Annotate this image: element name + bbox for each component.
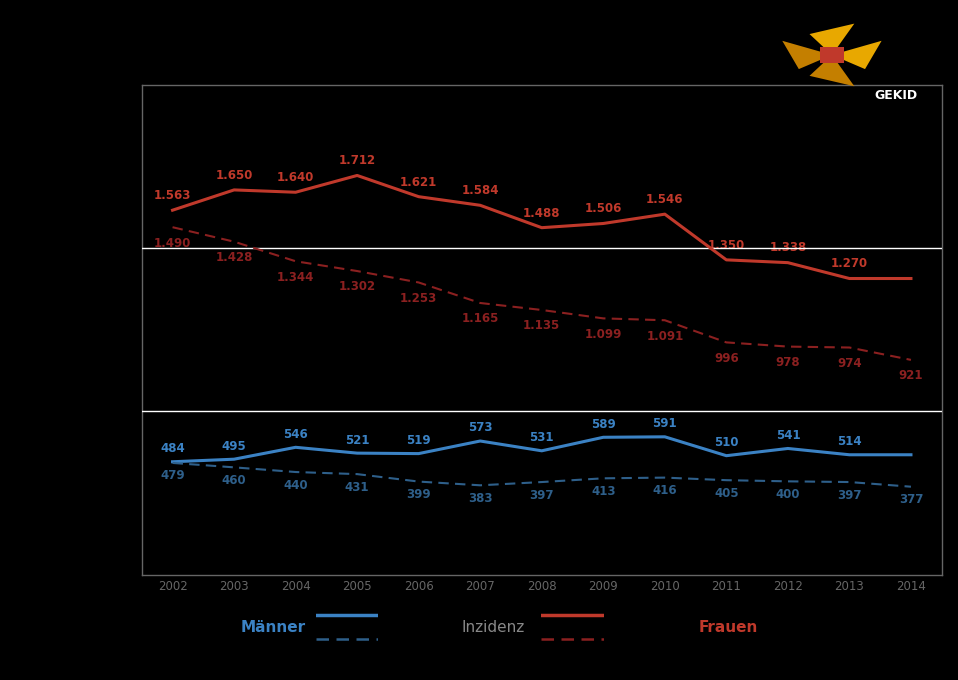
Text: 460: 460 [221,474,246,487]
Text: 440: 440 [284,479,308,492]
Polygon shape [832,41,881,69]
Text: 1.650: 1.650 [216,169,253,182]
Text: Inzidenz: Inzidenz [462,620,525,635]
Text: 974: 974 [837,357,862,370]
Text: 1.338: 1.338 [769,241,807,254]
Polygon shape [810,55,855,86]
Text: 1.640: 1.640 [277,171,314,184]
Text: 573: 573 [468,422,492,435]
Text: 996: 996 [714,352,739,364]
Text: 377: 377 [899,493,924,506]
Text: 921: 921 [899,369,924,382]
Text: 1.712: 1.712 [338,154,376,167]
Text: 1.490: 1.490 [154,237,192,250]
Text: 1.253: 1.253 [400,292,437,305]
Text: 397: 397 [837,488,861,502]
Text: 484: 484 [160,442,185,455]
Text: 1.135: 1.135 [523,320,560,333]
Text: Männer: Männer [240,620,306,635]
Text: 1.165: 1.165 [462,312,499,325]
Text: 1.584: 1.584 [462,184,499,197]
Text: 531: 531 [530,431,554,444]
Text: 510: 510 [714,436,739,449]
Text: Frauen: Frauen [698,620,758,635]
Text: 431: 431 [345,481,370,494]
Text: 591: 591 [652,418,677,430]
Text: 519: 519 [406,434,431,447]
Text: 400: 400 [776,488,800,501]
Text: 399: 399 [406,488,431,501]
Text: GEKID: GEKID [874,88,918,102]
Text: 1.563: 1.563 [154,189,192,202]
Polygon shape [783,41,832,69]
Bar [820,48,844,63]
Text: 514: 514 [837,435,862,448]
Text: 1.488: 1.488 [523,207,560,220]
Text: 397: 397 [530,488,554,502]
Text: 1.428: 1.428 [216,251,253,264]
Text: 495: 495 [221,440,246,453]
Text: 978: 978 [776,356,800,369]
Text: 1.091: 1.091 [647,330,683,343]
Polygon shape [810,24,855,55]
Text: 413: 413 [591,485,616,498]
Text: 383: 383 [468,492,492,505]
Text: 1.302: 1.302 [338,280,376,293]
Text: 546: 546 [284,428,308,441]
Text: 541: 541 [776,429,800,442]
Text: 1.099: 1.099 [584,328,622,341]
Text: 405: 405 [714,487,739,500]
Text: 521: 521 [345,434,370,447]
Text: 1.621: 1.621 [400,175,437,188]
Text: 589: 589 [591,418,616,430]
Text: 416: 416 [652,484,677,497]
Text: 1.270: 1.270 [831,257,868,271]
Text: 1.344: 1.344 [277,271,314,284]
Text: 1.506: 1.506 [584,203,622,216]
Text: 1.546: 1.546 [646,193,684,206]
Text: 1.350: 1.350 [708,239,745,252]
Text: 479: 479 [160,469,185,482]
